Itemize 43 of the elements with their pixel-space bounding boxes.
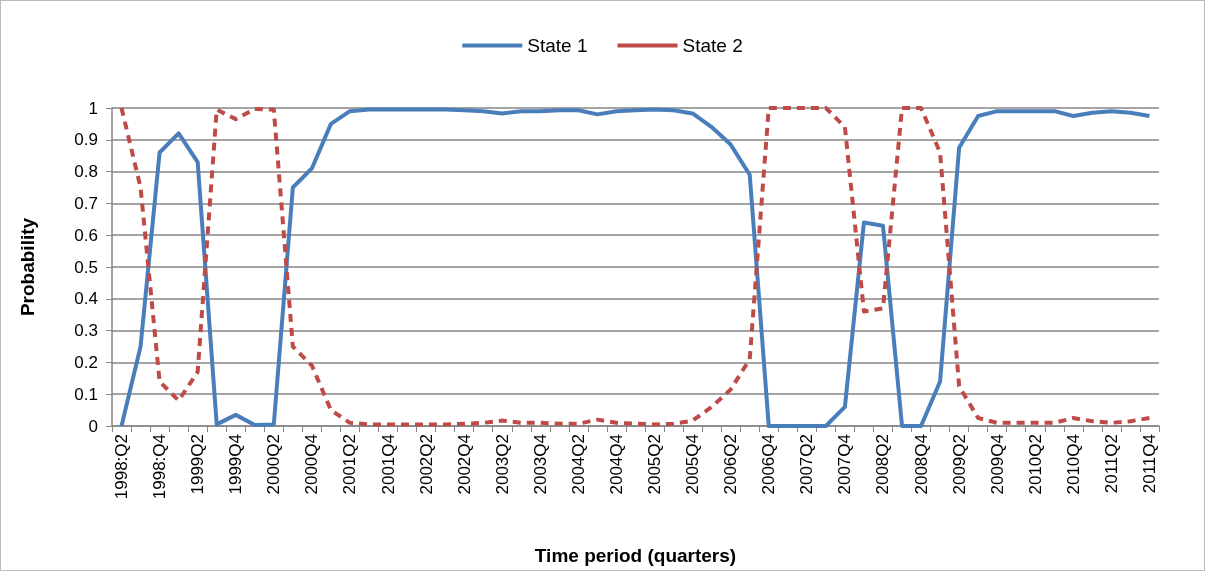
x-tick-label: 2008Q2 xyxy=(873,434,893,495)
x-tick-label: 1999Q4 xyxy=(226,434,246,495)
x-tick-label: 2011Q4 xyxy=(1139,434,1159,494)
x-tick-label: 1998:Q2 xyxy=(112,434,132,500)
legend-label: State 2 xyxy=(682,35,743,56)
y-tick-label: 0.8 xyxy=(74,162,98,182)
x-tick-label: 2009Q2 xyxy=(949,434,969,495)
x-tick-label: 2010Q4 xyxy=(1063,434,1083,495)
y-tick-label: 1 xyxy=(88,98,98,118)
x-tick-label: 2002Q4 xyxy=(454,434,474,495)
x-tick-label: 2002Q2 xyxy=(416,434,436,495)
x-axis-title: Time period (quarters) xyxy=(534,545,737,566)
y-tick-label: 0.7 xyxy=(74,193,98,213)
x-tick-label: 2007Q2 xyxy=(797,434,817,495)
x-tick-label: 2007Q4 xyxy=(835,434,855,495)
y-axis-title: Probability xyxy=(17,217,38,317)
x-tick-label: 2004Q2 xyxy=(568,434,588,495)
y-tick-label: 0 xyxy=(88,416,98,436)
y-tick-label: 0.4 xyxy=(74,289,98,309)
x-tick-label: 2006Q2 xyxy=(721,434,741,495)
x-tick-label: 2000Q4 xyxy=(302,434,322,495)
x-tick-label: 2006Q4 xyxy=(759,434,779,495)
y-tick-label: 0.5 xyxy=(74,257,98,277)
x-tick-label: 2001Q2 xyxy=(340,434,360,495)
x-tick-label: 2008Q4 xyxy=(911,434,931,495)
x-tick-label: 2005Q4 xyxy=(683,434,703,495)
x-tick-label: 1998:Q4 xyxy=(150,434,170,500)
x-tick-label: 2001Q4 xyxy=(378,434,398,495)
y-tick-label: 0.6 xyxy=(74,225,98,245)
legend-label: State 1 xyxy=(527,35,588,56)
y-tick-label: 0.3 xyxy=(74,321,98,341)
x-tick-label: 2003Q4 xyxy=(530,434,550,495)
x-tick-label: 2005Q2 xyxy=(645,434,665,495)
x-tick-label: 2004Q4 xyxy=(606,434,626,495)
x-tick-label: 1999Q2 xyxy=(188,434,208,495)
x-tick-label: 2010Q2 xyxy=(1025,434,1045,495)
x-tick-label: 2011Q2 xyxy=(1101,434,1121,494)
y-tick-label: 0.2 xyxy=(74,352,98,372)
x-tick-label: 2000Q2 xyxy=(264,434,284,495)
y-tick-label: 0.1 xyxy=(74,384,98,404)
y-tick-label: 0.9 xyxy=(74,130,98,150)
x-tick-label: 2009Q4 xyxy=(987,434,1007,495)
x-tick-label: 2003Q2 xyxy=(492,434,512,495)
